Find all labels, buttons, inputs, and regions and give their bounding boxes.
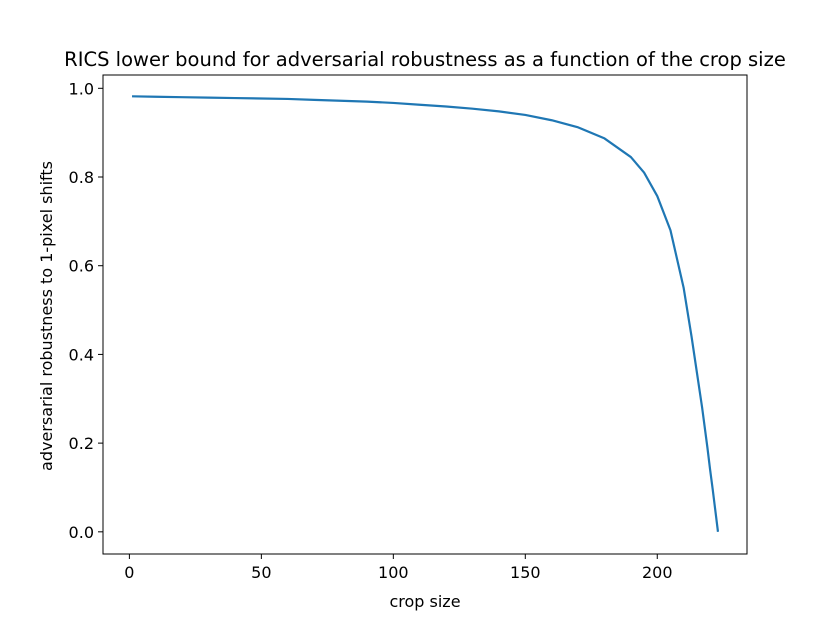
y-tick-label-2: 0.4 [69,345,94,364]
x-tick-label-3: 150 [510,563,541,582]
x-tick-label-0: 0 [124,563,134,582]
x-tick-label-1: 50 [251,563,271,582]
y-tick-label-0: 0.0 [69,523,94,542]
x-axis-label: crop size [389,592,460,611]
x-tick-label-2: 100 [378,563,409,582]
y-axis-label: adversarial robustness to 1-pixel shifts [37,161,56,471]
axes-frame [102,74,748,555]
y-tick-label-5: 1.0 [69,79,94,98]
chart-title: RICS lower bound for adversarial robustn… [64,48,786,71]
x-tick-label-4: 200 [642,563,673,582]
plot-area: 0 50 100 150 200 0.0 0.2 0.4 0.6 0.8 1.0 [69,74,748,582]
y-tick-label-4: 0.8 [69,168,94,187]
y-tick-label-3: 0.6 [69,257,94,276]
y-tick-label-1: 0.2 [69,434,94,453]
series-line-0 [132,95,720,532]
